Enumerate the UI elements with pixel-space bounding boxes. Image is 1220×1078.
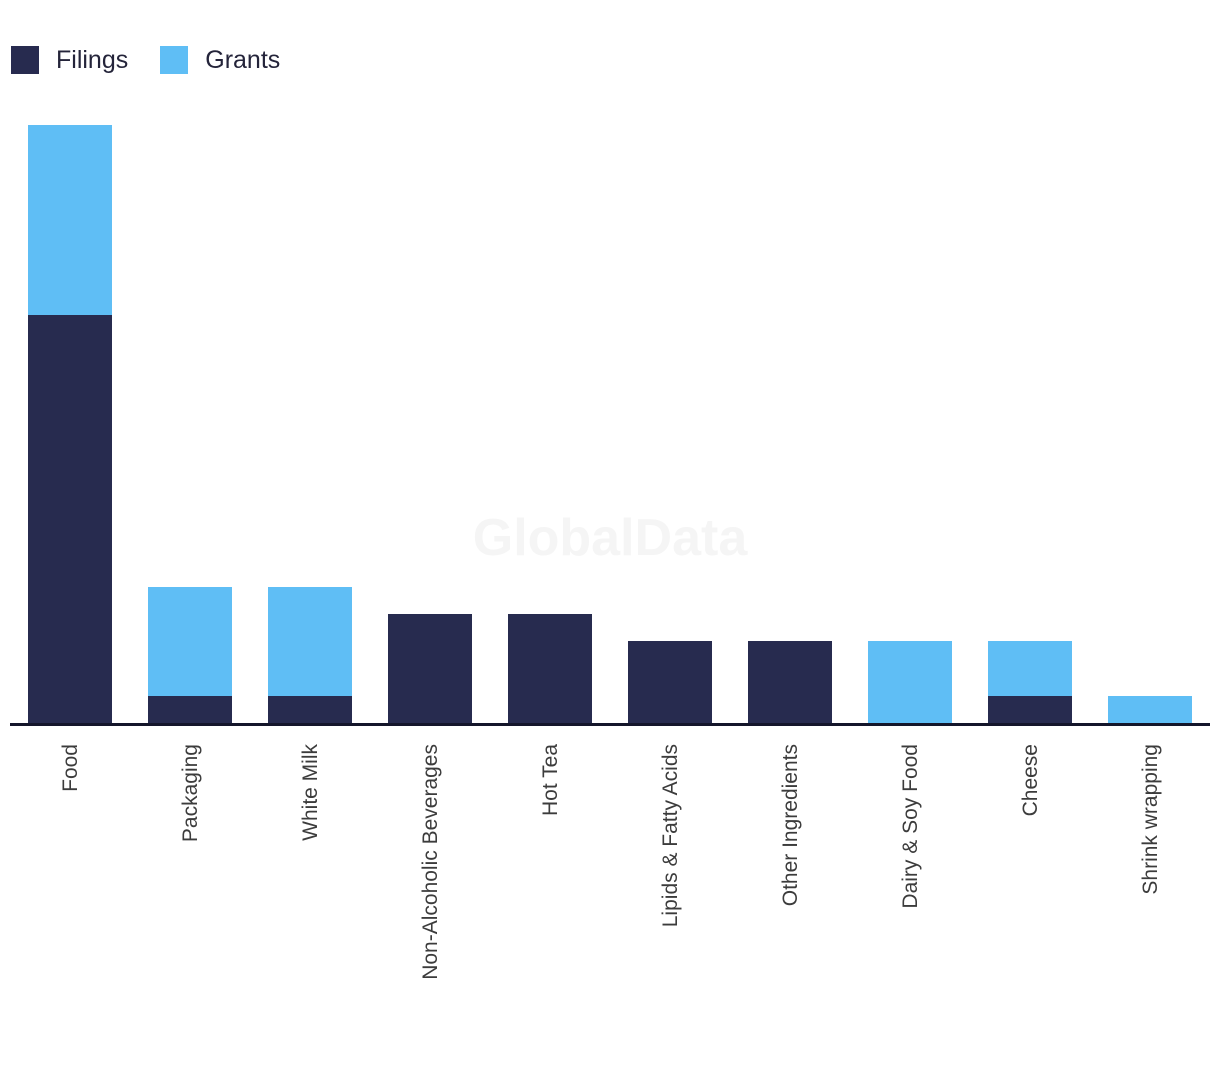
stacked-bar xyxy=(388,614,472,723)
x-axis-label-cell: Shrink wrapping xyxy=(1090,744,1210,1064)
x-axis-label: White Milk xyxy=(298,744,322,841)
x-axis-label-cell: Cheese xyxy=(970,744,1090,1064)
x-axis-label-cell: White Milk xyxy=(250,744,370,1064)
grants-swatch-icon xyxy=(160,46,189,74)
bar-segment-grants[interactable] xyxy=(868,641,952,723)
x-axis-labels: Food Packaging White Milk Non-Alcoholic Bev… xyxy=(10,744,1210,1064)
bar-segment-filings[interactable] xyxy=(148,695,232,723)
x-axis-label: Dairy & Soy Food xyxy=(898,744,922,909)
legend: Filings Grants xyxy=(11,46,280,74)
x-axis-label: Shrink wrapping xyxy=(1138,744,1162,895)
legend-item-filings[interactable]: Filings xyxy=(11,46,128,74)
x-axis-line xyxy=(10,723,1210,726)
legend-label-filings: Filings xyxy=(56,45,129,74)
x-axis-label: Packaging xyxy=(178,744,202,843)
bar-segment-filings[interactable] xyxy=(508,614,592,723)
legend-item-grants[interactable]: Grants xyxy=(160,46,280,74)
x-axis-label: Cheese xyxy=(1018,744,1042,817)
stacked-bar xyxy=(1108,695,1192,723)
bar-slot xyxy=(610,0,730,723)
plot-area xyxy=(10,0,1210,723)
bar-segment-filings[interactable] xyxy=(748,641,832,723)
bar-slot xyxy=(1090,0,1210,723)
legend-label-grants: Grants xyxy=(205,45,281,74)
bar-segment-grants[interactable] xyxy=(988,641,1072,696)
stacked-bar xyxy=(988,641,1072,723)
stacked-bar xyxy=(508,614,592,723)
stacked-bar xyxy=(868,641,952,723)
bar-slot xyxy=(10,0,130,723)
bar-segment-grants[interactable] xyxy=(28,124,112,315)
bar-segment-filings[interactable] xyxy=(268,695,352,723)
x-axis-label: Hot Tea xyxy=(538,744,562,816)
stacked-bar xyxy=(148,587,232,723)
x-axis-label-cell: Other Ingredients xyxy=(730,744,850,1064)
x-axis-label: Non-Alcoholic Beverages xyxy=(418,744,442,980)
x-axis-label-cell: Lipids & Fatty Acids xyxy=(610,744,730,1064)
filings-swatch-icon xyxy=(11,46,39,74)
x-axis-label: Other Ingredients xyxy=(778,744,802,907)
stacked-bar xyxy=(628,641,712,723)
bar-segment-filings[interactable] xyxy=(28,315,112,723)
stacked-bar xyxy=(748,641,832,723)
watermark: GlobalData xyxy=(472,509,748,567)
bar-segment-grants[interactable] xyxy=(1108,695,1192,723)
bar-segment-grants[interactable] xyxy=(268,587,352,696)
bar-slot xyxy=(250,0,370,723)
bar-slot xyxy=(370,0,490,723)
bar-slot xyxy=(130,0,250,723)
bar-slot xyxy=(730,0,850,723)
x-axis-label: Food xyxy=(58,744,82,792)
x-axis-label-cell: Packaging xyxy=(130,744,250,1064)
bar-segment-filings[interactable] xyxy=(988,695,1072,723)
stacked-bar xyxy=(268,587,352,723)
x-axis-label-cell: Dairy & Soy Food xyxy=(850,744,970,1064)
stacked-bar xyxy=(28,124,112,723)
x-axis-label-cell: Non-Alcoholic Beverages xyxy=(370,744,490,1064)
bar-segment-grants[interactable] xyxy=(148,587,232,696)
x-axis-label-cell: Hot Tea xyxy=(490,744,610,1064)
bar-slot xyxy=(970,0,1090,723)
bar-slot xyxy=(850,0,970,723)
x-axis-label-cell: Food xyxy=(10,744,130,1064)
bar-segment-filings[interactable] xyxy=(628,641,712,723)
bar-segment-filings[interactable] xyxy=(388,614,472,723)
bar-slot xyxy=(490,0,610,723)
x-axis-label: Lipids & Fatty Acids xyxy=(658,744,682,928)
